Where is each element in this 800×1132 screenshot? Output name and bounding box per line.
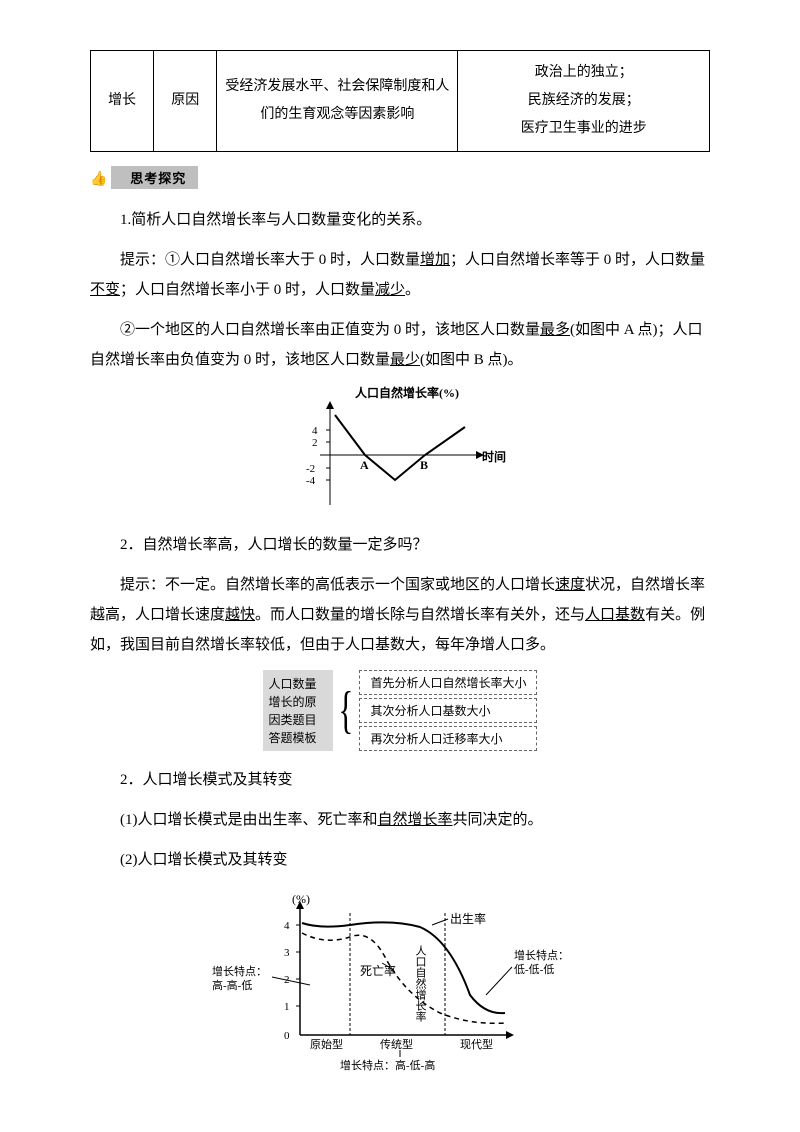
svg-text:增长特点：高-低-高: 增长特点：高-低-高 [340,1058,435,1072]
svg-text:B: B [420,458,428,472]
svg-text:人口自然增长率: 人口自然增长率 [414,945,427,1023]
il4: 答题模板 [269,729,327,747]
q2-p1a: 提示：不一定。自然增长率的高低表示一个国家或地区的人口增长 [120,577,555,593]
q2-p1: 提示：不一定。自然增长率的高低表示一个国家或地区的人口增长速度状况，自然增长率越… [90,570,710,660]
svg-text:A: A [360,458,369,472]
q1-p2u1: 最多 [540,322,570,338]
svg-text:4: 4 [284,920,290,932]
q1-h1-u3: 减少 [375,282,405,298]
info-box: 人口数量 增长的原 因类题目 答题模板 { 首先分析人口自然增长率大小 其次分析… [90,670,710,751]
q1-h1-m: ；人口自然增长率等于 0 时，人口数量 [450,252,705,268]
svg-text:出生率: 出生率 [450,911,486,926]
ir2: 其次分析人口基数大小 [359,698,537,723]
svg-text:现代型: 现代型 [460,1037,493,1051]
tbl-c1: 增长 [91,51,154,152]
tbl-c4: 政治上的独立； 民族经济的发展； 医疗卫生事业的进步 [458,51,710,152]
svg-text:3: 3 [284,947,290,959]
q1-title: 1.简析人口自然增长率与人口数量变化的关系。 [90,205,710,235]
il1: 人口数量 [269,675,327,693]
tbl-c4-l1: 政治上的独立； [535,65,633,80]
q1-hint1: 提示：①人口自然增长率大于 0 时，人口数量增加；人口自然增长率等于 0 时，人… [90,245,710,305]
q2-u2: 越快 [225,607,255,623]
svg-text:1: 1 [284,1001,290,1013]
q1-hint2: ②一个地区的人口自然增长率由正值变为 0 时，该地区人口数量最多(如图中 A 点… [90,315,710,375]
tbl-c2: 原因 [154,51,217,152]
q1-p2a: ②一个地区的人口自然增长率由正值变为 0 时，该地区人口数量 [120,322,540,338]
q1-p2u2: 最少 [390,352,420,368]
q1-h1-u2: 不变 [90,282,120,298]
svg-text:传统型: 传统型 [380,1037,413,1051]
info-left: 人口数量 增长的原 因类题目 答题模板 [263,670,333,751]
il3: 因类题目 [269,711,327,729]
ir1: 首先分析人口自然增长率大小 [359,670,537,695]
q1-p2c: (如图中 B 点)。 [420,352,523,368]
svg-text:增长特点： 低-低-低: 增长特点： 低-低-低 [514,948,572,976]
info-right: 首先分析人口自然增长率大小 其次分析人口基数大小 再次分析人口迁移率大小 [359,670,537,751]
svg-text:0: 0 [284,1030,290,1042]
section-header: 👍 思考探究 [90,166,710,189]
svg-text:-2: -2 [306,463,315,475]
il2: 增长的原 [269,693,327,711]
q1-h1-m2: ；人口自然增长率小于 0 时，人口数量 [120,282,375,298]
s2p1b: 共同决定的。 [453,812,543,828]
q1-h1-e: 。 [405,282,420,298]
svg-text:时间: 时间 [482,449,506,464]
sec2-title: 2．人口增长模式及其转变 [90,765,710,795]
tbl-c3: 受经济发展水平、社会保障制度和人们的生育观念等因素影响 [217,51,458,152]
sec2-p2: (2)人口增长模式及其转变 [90,845,710,875]
svg-text:4: 4 [312,425,318,437]
svg-text:-4: -4 [306,475,316,487]
svg-text:原始型: 原始型 [310,1037,343,1051]
q1-h1-u1: 增加 [420,252,450,268]
chart1: 人口自然增长率(%) 4 2 -2 -4 A B 时间 [90,385,710,520]
q1-h1-a: 提示：①人口自然增长率大于 0 时，人口数量 [120,252,420,268]
svg-text:2: 2 [312,437,318,449]
s2p1a: (1)人口增长模式是由出生率、死亡率和 [120,812,378,828]
q2-p1c: 。而人口数量的增长除与自然增长率有关外，还与 [255,607,585,623]
svg-text:增长特点： 高-高-低: 增长特点： 高-高-低 [212,964,270,992]
section-title: 思考探究 [111,166,198,189]
q2-title: 2．自然增长率高，人口增长的数量一定多吗？ [90,530,710,560]
chart1-title: 人口自然增长率(%) [355,385,459,400]
s2u1: 自然增长率 [378,812,453,828]
q2-u1: 速度 [555,577,585,593]
svg-text:死亡率: 死亡率 [360,963,396,978]
thumb-icon: 👍 [90,172,107,187]
q2-u3: 人口基数 [585,607,645,623]
chart2: (%) 4 3 2 1 0 出生率 死亡率 人口自然增长率 [90,885,710,1080]
tbl-c4-l2: 民族经济的发展； [528,93,640,108]
sec2-p1: (1)人口增长模式是由出生率、死亡率和自然增长率共同决定的。 [90,805,710,835]
ir3: 再次分析人口迁移率大小 [359,726,537,751]
brace-icon: { [338,670,354,751]
top-table: 增长 原因 受经济发展水平、社会保障制度和人们的生育观念等因素影响 政治上的独立… [90,50,710,152]
tbl-c4-l3: 医疗卫生事业的进步 [521,121,647,136]
